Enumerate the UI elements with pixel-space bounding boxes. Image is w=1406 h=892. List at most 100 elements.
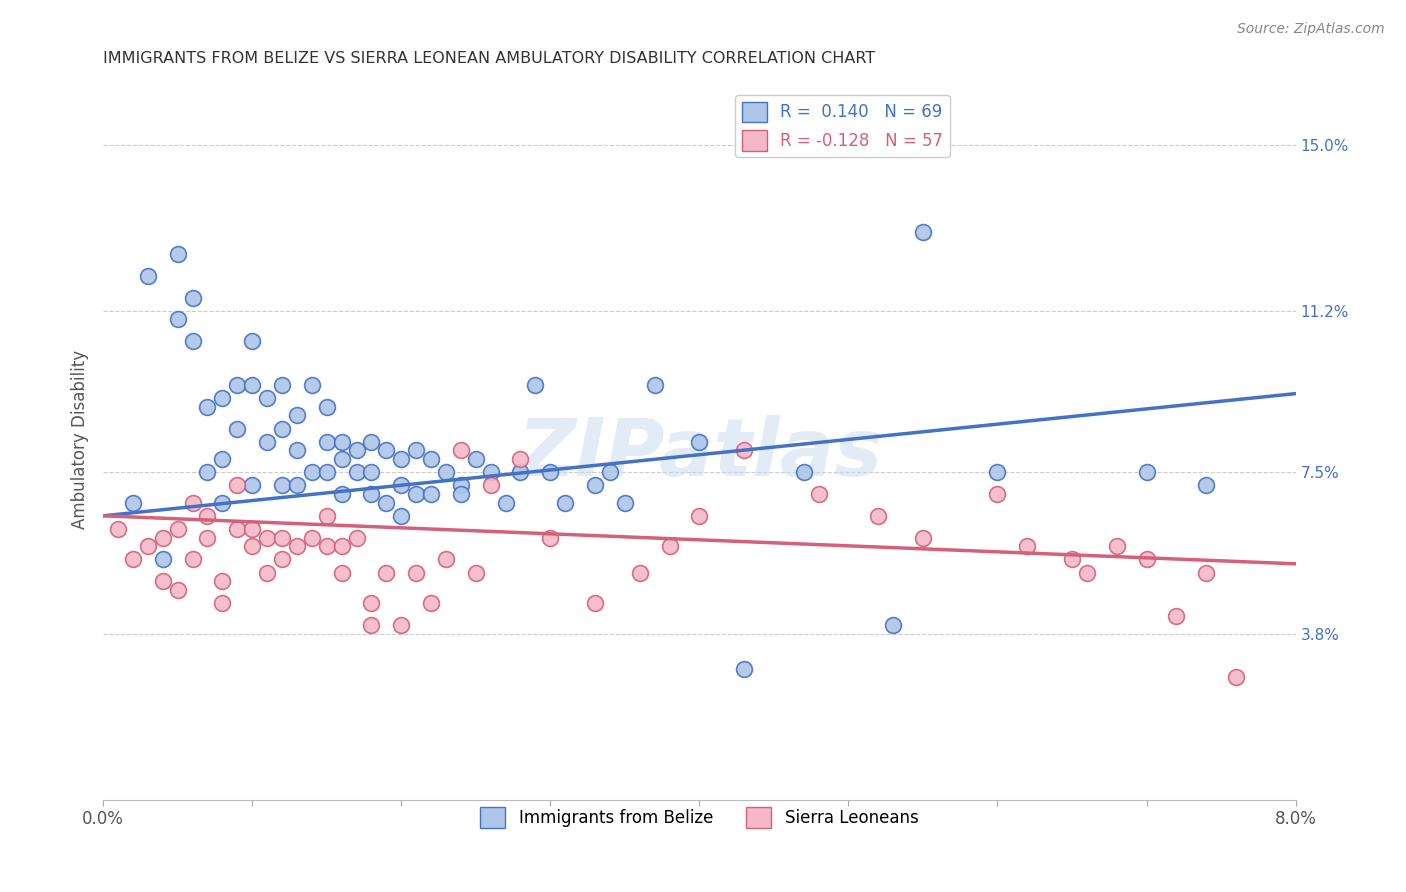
Point bbox=[911, 531, 934, 545]
Point bbox=[226, 377, 249, 392]
Point bbox=[197, 465, 219, 479]
Point bbox=[434, 552, 457, 566]
Point bbox=[868, 508, 890, 523]
Point bbox=[509, 465, 531, 479]
Point bbox=[389, 508, 412, 523]
Point bbox=[271, 377, 294, 392]
Point bbox=[538, 465, 561, 479]
Point bbox=[346, 443, 368, 458]
Point bbox=[389, 452, 412, 467]
Text: Source: ZipAtlas.com: Source: ZipAtlas.com bbox=[1237, 22, 1385, 37]
Point bbox=[315, 400, 337, 414]
Point bbox=[256, 391, 278, 405]
Point bbox=[166, 522, 188, 536]
Point bbox=[346, 465, 368, 479]
Point bbox=[986, 487, 1008, 501]
Point bbox=[733, 662, 755, 676]
Point bbox=[181, 552, 204, 566]
Point bbox=[197, 508, 219, 523]
Point bbox=[554, 496, 576, 510]
Point bbox=[197, 400, 219, 414]
Point bbox=[583, 478, 606, 492]
Point bbox=[807, 487, 830, 501]
Point bbox=[450, 487, 472, 501]
Point bbox=[360, 596, 382, 610]
Point bbox=[1105, 540, 1128, 554]
Point bbox=[211, 496, 233, 510]
Point bbox=[122, 496, 145, 510]
Point bbox=[166, 312, 188, 326]
Point bbox=[181, 334, 204, 349]
Point bbox=[240, 522, 263, 536]
Point bbox=[360, 618, 382, 632]
Point bbox=[405, 443, 427, 458]
Point bbox=[330, 452, 353, 467]
Point bbox=[271, 478, 294, 492]
Text: ZIPatlas: ZIPatlas bbox=[517, 415, 882, 493]
Point bbox=[211, 452, 233, 467]
Point bbox=[166, 247, 188, 261]
Point bbox=[226, 522, 249, 536]
Point bbox=[479, 465, 502, 479]
Point bbox=[658, 540, 681, 554]
Point bbox=[330, 540, 353, 554]
Point bbox=[450, 478, 472, 492]
Point bbox=[375, 496, 398, 510]
Point bbox=[793, 465, 815, 479]
Point bbox=[644, 377, 666, 392]
Point bbox=[1076, 566, 1098, 580]
Point bbox=[285, 409, 308, 423]
Point bbox=[315, 540, 337, 554]
Point bbox=[538, 531, 561, 545]
Point bbox=[211, 596, 233, 610]
Point bbox=[911, 225, 934, 239]
Point bbox=[882, 618, 904, 632]
Point bbox=[152, 574, 174, 589]
Point bbox=[464, 566, 486, 580]
Point bbox=[211, 574, 233, 589]
Point bbox=[464, 452, 486, 467]
Point bbox=[166, 582, 188, 597]
Point bbox=[136, 540, 159, 554]
Point bbox=[301, 377, 323, 392]
Point bbox=[688, 508, 710, 523]
Point bbox=[301, 465, 323, 479]
Point bbox=[688, 434, 710, 449]
Point bbox=[152, 531, 174, 545]
Point bbox=[524, 377, 547, 392]
Point bbox=[226, 421, 249, 435]
Point bbox=[375, 566, 398, 580]
Point bbox=[613, 496, 636, 510]
Point bbox=[285, 540, 308, 554]
Point bbox=[375, 443, 398, 458]
Point bbox=[1135, 552, 1157, 566]
Point bbox=[434, 465, 457, 479]
Point bbox=[628, 566, 651, 580]
Point bbox=[240, 540, 263, 554]
Point bbox=[420, 452, 443, 467]
Point bbox=[240, 334, 263, 349]
Point bbox=[181, 291, 204, 305]
Point bbox=[495, 496, 517, 510]
Point bbox=[211, 391, 233, 405]
Point bbox=[315, 434, 337, 449]
Point bbox=[181, 496, 204, 510]
Point bbox=[271, 421, 294, 435]
Point bbox=[315, 465, 337, 479]
Point bbox=[136, 268, 159, 283]
Point bbox=[1060, 552, 1083, 566]
Point bbox=[733, 443, 755, 458]
Point bbox=[583, 596, 606, 610]
Point bbox=[360, 434, 382, 449]
Point bbox=[360, 465, 382, 479]
Point bbox=[285, 478, 308, 492]
Point bbox=[152, 552, 174, 566]
Point bbox=[420, 596, 443, 610]
Point bbox=[420, 487, 443, 501]
Point bbox=[285, 443, 308, 458]
Point bbox=[986, 465, 1008, 479]
Point bbox=[1195, 478, 1218, 492]
Point bbox=[122, 552, 145, 566]
Y-axis label: Ambulatory Disability: Ambulatory Disability bbox=[72, 350, 89, 529]
Point bbox=[197, 531, 219, 545]
